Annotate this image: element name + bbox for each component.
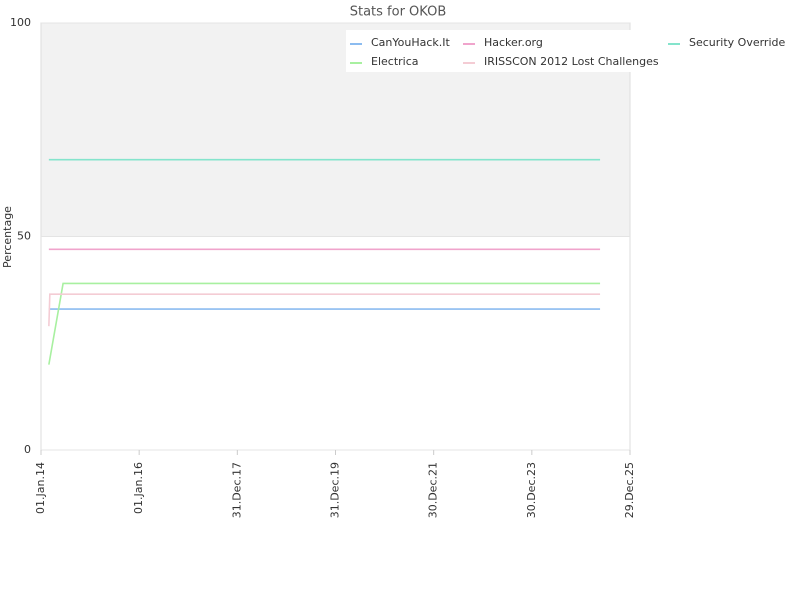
legend-label: Hacker.org	[484, 36, 543, 49]
legend-label: Electrica	[371, 55, 419, 68]
x-tick-label: 31.Dec.17	[230, 462, 243, 518]
legend-label: Security Override	[689, 36, 785, 49]
chart-title: Stats for OKOB	[350, 5, 447, 20]
legend-label: IRISSCON 2012 Lost Challenges	[484, 55, 659, 68]
series-line	[48, 293, 601, 327]
x-tick-label: 30.Dec.21	[427, 462, 440, 518]
x-tick-label: 01.Jan.14	[34, 462, 47, 514]
x-tick-label: 29.Dec.25	[623, 462, 636, 518]
y-tick-label: 50	[17, 230, 31, 243]
legend-box	[346, 30, 790, 72]
x-tick-label: 01.Jan.16	[132, 462, 145, 514]
series-line	[48, 282, 601, 365]
x-tick-label: 30.Dec.23	[525, 462, 538, 518]
legend-label: CanYouHack.It	[371, 36, 451, 49]
y-tick-label: 0	[24, 443, 31, 456]
y-tick-label: 100	[10, 16, 31, 29]
y-axis-label: Percentage	[1, 206, 14, 268]
x-tick-label: 31.Dec.19	[329, 462, 342, 518]
